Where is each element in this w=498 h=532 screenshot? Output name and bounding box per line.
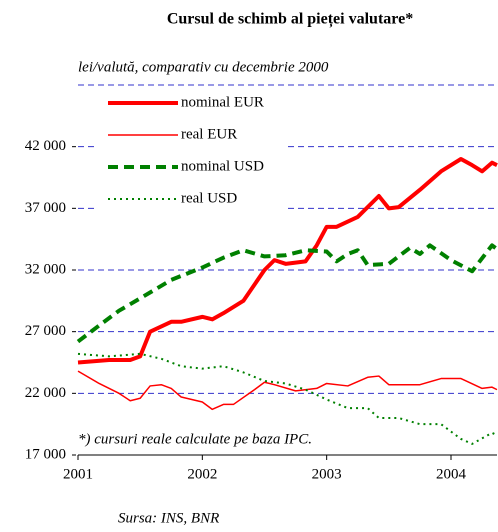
y-tick-label: 42 000 [25, 138, 66, 154]
annotation: *) cursuri reale calculate pe baza IPC. [78, 431, 312, 447]
series-line [77, 352, 498, 445]
legend-box [98, 92, 288, 212]
y-tick-label: 17 000 [25, 446, 66, 462]
series-line [77, 157, 498, 365]
series-line [77, 370, 498, 411]
source: Sursa: INS, BNR [118, 510, 219, 526]
y-tick-label: 32 000 [25, 261, 66, 277]
subtitle: lei/valută, comparativ cu decembrie 2000 [78, 59, 329, 75]
y-tick-label: 22 000 [25, 385, 66, 401]
x-tick-label: 2002 [187, 466, 217, 482]
x-tick-label: 2004 [436, 466, 467, 482]
x-tick-label: 2001 [63, 466, 93, 482]
x-tick-label: 2003 [312, 466, 342, 482]
y-tick-label: 37 000 [25, 200, 66, 216]
chart-title: Cursul de schimb al pieței valutare* [167, 11, 413, 29]
legend-label: real USD [181, 190, 237, 206]
legend-label: nominal EUR [181, 94, 264, 110]
series-line [76, 243, 498, 344]
legend-label: nominal USD [181, 158, 264, 174]
legend-label: real EUR [181, 126, 237, 142]
y-tick-label: 27 000 [25, 323, 66, 339]
